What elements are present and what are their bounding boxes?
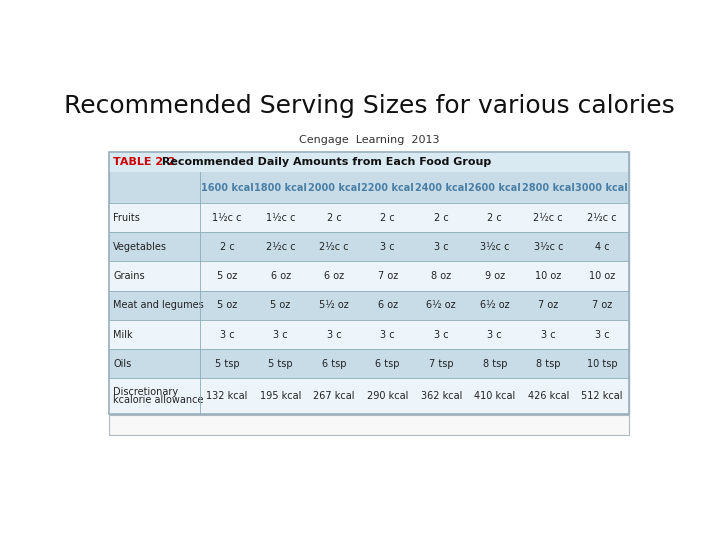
Bar [109, 415, 629, 435]
Text: 2 c: 2 c [220, 242, 235, 252]
Text: Discretionary: Discretionary [113, 387, 179, 397]
Text: Meat and legumes: Meat and legumes [113, 300, 204, 310]
Text: 1½c c: 1½c c [266, 213, 295, 222]
Text: 2200 kcal: 2200 kcal [361, 183, 414, 193]
Text: 2 c: 2 c [487, 213, 502, 222]
Text: 2½c c: 2½c c [587, 213, 616, 222]
Bar [109, 379, 629, 414]
Text: Recommended Daily Amounts from Each Food Group: Recommended Daily Amounts from Each Food… [158, 157, 492, 167]
Text: 2800 kcal: 2800 kcal [522, 183, 575, 193]
Text: 426 kcal: 426 kcal [528, 391, 569, 401]
Text: 10 oz: 10 oz [535, 271, 562, 281]
Bar [109, 349, 629, 379]
Bar [109, 203, 629, 232]
Text: 8 tsp: 8 tsp [536, 359, 561, 369]
Text: 8 tsp: 8 tsp [482, 359, 507, 369]
Text: Milk: Milk [113, 329, 133, 340]
Text: 6 oz: 6 oz [324, 271, 344, 281]
Text: 2600 kcal: 2600 kcal [469, 183, 521, 193]
Text: Cengage  Learning  2013: Cengage Learning 2013 [299, 136, 439, 145]
Text: 3 c: 3 c [380, 329, 395, 340]
Text: Vegetables: Vegetables [113, 242, 167, 252]
Text: 3 c: 3 c [595, 329, 609, 340]
Bar [109, 152, 629, 414]
Text: 195 kcal: 195 kcal [260, 391, 301, 401]
Text: 3 c: 3 c [487, 329, 502, 340]
Text: kcalorie allowance: kcalorie allowance [113, 395, 204, 405]
Text: 6 tsp: 6 tsp [375, 359, 400, 369]
Text: 4 c: 4 c [595, 242, 609, 252]
Text: 7 oz: 7 oz [377, 271, 397, 281]
Text: 290 kcal: 290 kcal [367, 391, 408, 401]
Text: 1800 kcal: 1800 kcal [254, 183, 307, 193]
Text: 5½ oz: 5½ oz [319, 300, 349, 310]
Text: 2 c: 2 c [380, 213, 395, 222]
Text: 3 c: 3 c [274, 329, 288, 340]
Text: 132 kcal: 132 kcal [207, 391, 248, 401]
Text: 7 tsp: 7 tsp [429, 359, 454, 369]
Text: 3 c: 3 c [434, 329, 449, 340]
Text: 6½ oz: 6½ oz [480, 300, 510, 310]
Text: 2½c c: 2½c c [319, 242, 349, 252]
Text: Oils: Oils [113, 359, 132, 369]
Text: 3 c: 3 c [327, 329, 341, 340]
Text: 6 tsp: 6 tsp [322, 359, 346, 369]
Text: 3 c: 3 c [541, 329, 556, 340]
Text: 10 oz: 10 oz [589, 271, 615, 281]
Text: 5 tsp: 5 tsp [269, 359, 293, 369]
Text: 2 c: 2 c [327, 213, 341, 222]
Text: 3 c: 3 c [220, 329, 234, 340]
Text: 2400 kcal: 2400 kcal [415, 183, 467, 193]
Text: 3 c: 3 c [380, 242, 395, 252]
Text: 5 oz: 5 oz [217, 271, 237, 281]
Text: 5 tsp: 5 tsp [215, 359, 239, 369]
Text: 2½c c: 2½c c [534, 213, 563, 222]
Text: Fruits: Fruits [113, 213, 140, 222]
Bar [109, 232, 629, 261]
Text: 2000 kcal: 2000 kcal [307, 183, 361, 193]
Text: Grains: Grains [113, 271, 145, 281]
Text: 3000 kcal: 3000 kcal [575, 183, 629, 193]
Text: 1½c c: 1½c c [212, 213, 242, 222]
Bar [109, 261, 629, 291]
Text: 6½ oz: 6½ oz [426, 300, 456, 310]
Text: 3½c c: 3½c c [534, 242, 563, 252]
Text: 267 kcal: 267 kcal [313, 391, 355, 401]
Bar [109, 291, 629, 320]
Bar [109, 152, 629, 172]
Bar [109, 152, 629, 414]
Text: 9 oz: 9 oz [485, 271, 505, 281]
Text: 512 kcal: 512 kcal [581, 391, 623, 401]
Text: 2 c: 2 c [434, 213, 449, 222]
Text: 7 oz: 7 oz [592, 300, 612, 310]
Text: 1600 kcal: 1600 kcal [201, 183, 253, 193]
Text: 7 oz: 7 oz [538, 300, 559, 310]
Text: 3 c: 3 c [434, 242, 449, 252]
Text: 6 oz: 6 oz [271, 271, 291, 281]
Text: 5 oz: 5 oz [217, 300, 237, 310]
Text: Recommended Serving Sizes for various calories: Recommended Serving Sizes for various ca… [63, 94, 675, 118]
Text: 3½c c: 3½c c [480, 242, 510, 252]
Text: 410 kcal: 410 kcal [474, 391, 516, 401]
Text: TABLE 2-2: TABLE 2-2 [113, 157, 176, 167]
Bar [109, 320, 629, 349]
Text: 6 oz: 6 oz [377, 300, 397, 310]
Text: 10 tsp: 10 tsp [587, 359, 617, 369]
Text: 362 kcal: 362 kcal [420, 391, 462, 401]
Text: 8 oz: 8 oz [431, 271, 451, 281]
Text: 2½c c: 2½c c [266, 242, 295, 252]
Text: 5 oz: 5 oz [271, 300, 291, 310]
